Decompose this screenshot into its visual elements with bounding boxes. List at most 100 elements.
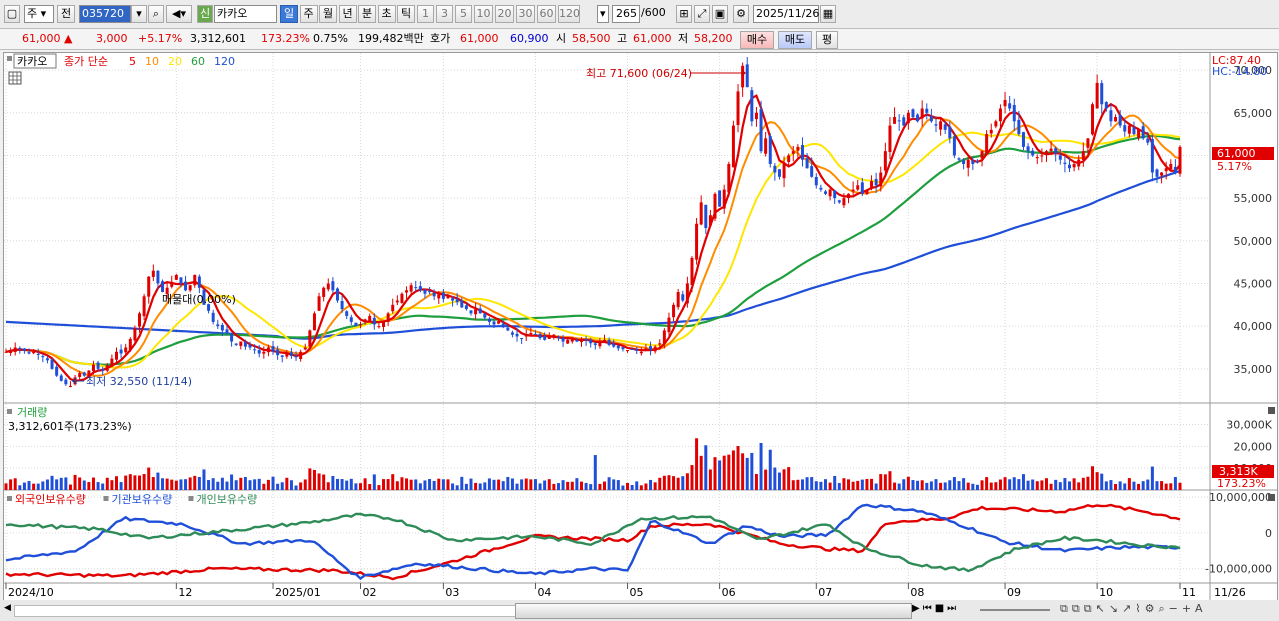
interval-button-1[interactable]: 1 <box>417 5 434 23</box>
scroll-left-icon[interactable]: ◀ <box>4 603 11 613</box>
date-input[interactable]: 2025/11/26 <box>753 5 819 23</box>
tool-icons[interactable]: ⧉⧉⧉↖↘↗⌇⚙⌕−+A <box>1060 602 1207 615</box>
volume-bar <box>777 472 781 490</box>
playback-controls[interactable]: ▶⏮■⏭ <box>912 603 960 614</box>
volume-bar <box>635 481 639 490</box>
period-button-4[interactable]: 분 <box>358 5 376 23</box>
candle-body <box>225 329 229 333</box>
interval-button-3[interactable]: 3 <box>436 5 453 23</box>
candle-body <box>529 333 533 335</box>
count-input[interactable]: 265 <box>612 5 640 23</box>
zoom-slider[interactable] <box>980 609 1050 611</box>
stock-name-field[interactable]: 카카오 <box>214 5 277 23</box>
volume-bar <box>980 480 984 490</box>
volume-bar <box>672 476 676 490</box>
window-icon[interactable]: ▢ <box>4 5 20 23</box>
volume-bar <box>741 453 745 490</box>
candle-body <box>994 121 998 127</box>
search-icon[interactable]: ⌕ <box>148 5 164 23</box>
volume-bar <box>754 473 758 490</box>
volume-bar <box>943 482 947 490</box>
interval-button-10[interactable]: 10 <box>474 5 493 23</box>
holding-close-icon[interactable] <box>1268 494 1275 501</box>
price-tick-label: 35,000 <box>1234 363 1273 376</box>
interval-button-20[interactable]: 20 <box>495 5 514 23</box>
interval-button-60[interactable]: 60 <box>537 5 556 23</box>
volume-bar <box>41 481 45 490</box>
scroll-thumb[interactable] <box>515 603 912 619</box>
candle-body <box>464 305 468 310</box>
volume-bar <box>82 480 86 490</box>
period-button-6[interactable]: 틱 <box>397 5 415 23</box>
prev-button[interactable]: 전 <box>57 5 75 23</box>
period-button-3[interactable]: 년 <box>338 5 357 23</box>
quote-bar: 61,000 ▲ 3,000 +5.17% 3,312,601 173.23% … <box>0 29 1279 50</box>
candle-body <box>796 146 800 151</box>
candlesticks <box>4 56 1182 388</box>
volume-bar <box>446 479 450 490</box>
volume-bar <box>464 483 468 490</box>
candle-body <box>87 370 91 376</box>
interval-button-30[interactable]: 30 <box>516 5 535 23</box>
candle-body <box>727 163 731 193</box>
volume-bar <box>9 479 13 490</box>
volume-menu-icon[interactable] <box>7 409 12 414</box>
scroll-bar[interactable]: ◀ ▶⏮■⏭ ⧉⧉⧉↖↘↗⌇⚙⌕−+A <box>0 600 1279 621</box>
volume-bar <box>566 481 570 490</box>
candle-body <box>612 343 616 347</box>
volume-bar <box>842 478 846 490</box>
period-button-5[interactable]: 초 <box>377 5 396 23</box>
candle-body <box>1173 166 1177 173</box>
sell-button[interactable]: 매도 <box>778 31 812 49</box>
candle-body <box>414 287 418 289</box>
scale-icon[interactable]: ⤢ <box>694 5 710 23</box>
candle-body <box>764 138 768 154</box>
volume-bar <box>414 479 418 490</box>
volume-bar <box>340 479 344 490</box>
speaker-icon[interactable]: ◀▾ <box>166 5 192 23</box>
volume-bar <box>805 477 809 490</box>
period-button-0[interactable]: 일 <box>280 5 298 23</box>
interval-button-120[interactable]: 120 <box>558 5 580 23</box>
volume-bar <box>271 476 275 490</box>
candle-body <box>340 301 344 310</box>
candle-body <box>345 311 349 316</box>
volume-bar <box>317 473 321 490</box>
volume-bar <box>432 480 436 490</box>
interval-button-5[interactable]: 5 <box>455 5 472 23</box>
chevron-down-icon[interactable]: ▾ <box>131 5 147 23</box>
save-icon[interactable]: ▣ <box>712 5 728 23</box>
stock-chart-svg[interactable]: 35,00040,00045,00050,00055,00060,00065,0… <box>4 53 1277 601</box>
volume-title: 거래량 <box>17 406 47 419</box>
gear-icon[interactable]: ⚙ <box>733 5 749 23</box>
panel-menu-icon[interactable] <box>7 56 12 61</box>
calendar-icon[interactable]: ▦ <box>820 5 836 23</box>
period-button-2[interactable]: 월 <box>319 5 337 23</box>
volume-bar <box>773 467 777 490</box>
dropdown-icon[interactable]: ▾ <box>597 5 609 23</box>
table-icon[interactable] <box>8 71 22 85</box>
volume-bar <box>570 481 574 490</box>
low-annotation: 최저 32,550 (11/14) <box>86 375 192 388</box>
volume-bar <box>911 480 915 490</box>
ma-legend-60: 60 <box>191 55 205 68</box>
period-select[interactable]: 주 ▾ <box>24 5 54 23</box>
period-button-1[interactable]: 주 <box>299 5 318 23</box>
volume-current-tag: 3,313K <box>1219 465 1258 478</box>
candle-body <box>437 293 441 299</box>
scroll-track[interactable] <box>14 605 516 617</box>
stock-code-input[interactable]: 035720 <box>79 5 131 23</box>
chart-area[interactable]: 35,00040,00045,00050,00055,00060,00065,0… <box>3 52 1278 602</box>
crosshair-icon[interactable]: ⊞ <box>676 5 692 23</box>
x-tick-label: 04 <box>537 586 551 599</box>
candle-body <box>745 64 749 88</box>
volume-bar <box>1178 482 1182 490</box>
candle-body <box>538 334 542 339</box>
volume-bar <box>759 442 763 490</box>
volume-close-icon[interactable] <box>1268 407 1275 414</box>
volume-bar <box>902 479 906 490</box>
candle-body <box>4 351 8 353</box>
average-button[interactable]: 평 <box>816 31 838 49</box>
candle-body <box>446 296 450 299</box>
buy-button[interactable]: 매수 <box>740 31 774 49</box>
